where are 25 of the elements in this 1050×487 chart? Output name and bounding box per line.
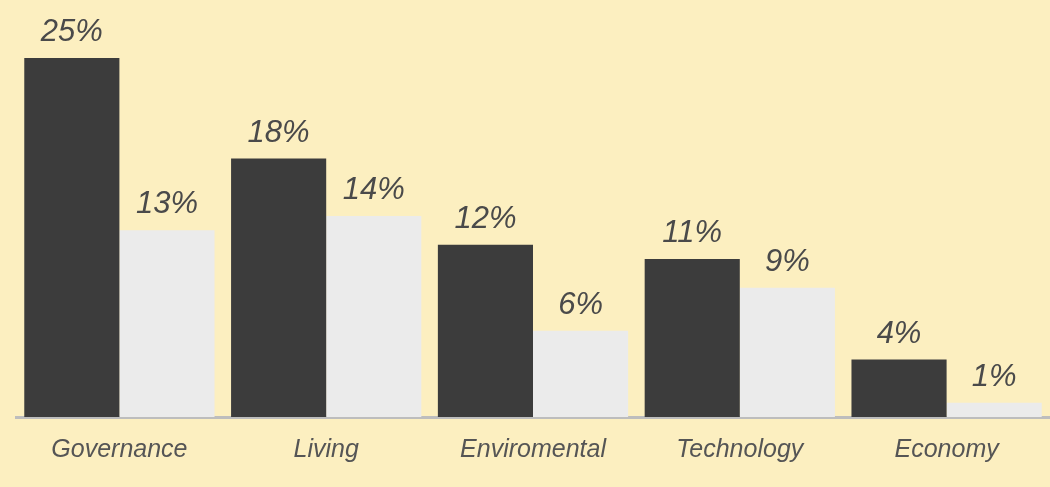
bar: [739, 287, 835, 417]
bar: [946, 402, 1042, 417]
bar: [24, 58, 120, 417]
data-label: 25%: [39, 13, 103, 49]
data-label: 4%: [876, 314, 922, 350]
data-label: 6%: [558, 285, 603, 321]
bar: [644, 259, 740, 417]
bar: [119, 230, 215, 417]
bar: [851, 359, 947, 417]
data-label: 18%: [247, 113, 310, 149]
bar: [231, 158, 327, 417]
x-tick-label: Governance: [51, 433, 188, 462]
data-label: 12%: [454, 199, 517, 235]
bar: [533, 330, 629, 417]
x-tick-label: Technology: [676, 433, 805, 462]
x-tick-label: Economy: [894, 433, 1001, 462]
bar: [326, 215, 422, 417]
data-label: 11%: [662, 214, 723, 250]
data-label: 1%: [971, 357, 1017, 393]
data-label: 13%: [135, 185, 198, 221]
x-tick-label: Enviromental: [460, 433, 608, 462]
bar: [437, 244, 533, 417]
data-label: 9%: [764, 242, 810, 278]
x-tick-label: Living: [293, 433, 359, 462]
data-label: 14%: [342, 171, 405, 207]
